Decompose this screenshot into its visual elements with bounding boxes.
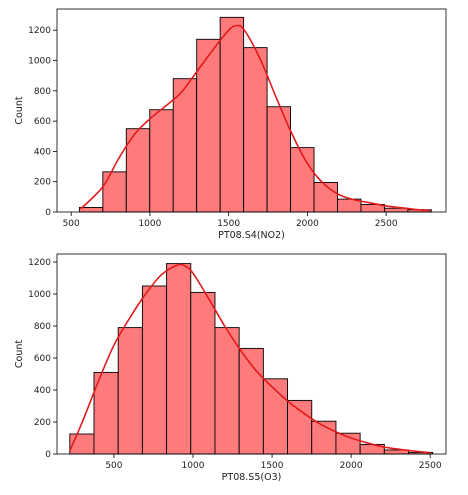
bar bbox=[141, 285, 168, 455]
y-tick-label: 200 bbox=[34, 418, 51, 428]
y-axis-label: Count bbox=[14, 96, 25, 124]
x-axis: 500 1000 1500 2000 2500 bbox=[63, 212, 398, 229]
bar bbox=[238, 347, 264, 455]
x-tick-label: 1000 bbox=[138, 219, 161, 229]
bar bbox=[243, 47, 268, 213]
x-tick-label: 1500 bbox=[261, 461, 284, 471]
x-axis-label: PT08.S5(O3) bbox=[222, 472, 282, 483]
bar bbox=[287, 399, 313, 455]
bar bbox=[102, 171, 127, 213]
bars bbox=[69, 263, 434, 455]
x-tick-label: 500 bbox=[105, 461, 122, 471]
x-tick-label: 2500 bbox=[419, 461, 442, 471]
y-tick-label: 0 bbox=[45, 450, 51, 460]
y-tick-label: 800 bbox=[34, 322, 51, 332]
y-tick-label: 200 bbox=[34, 178, 51, 188]
y-tick-label: 400 bbox=[34, 386, 51, 396]
bar bbox=[78, 207, 104, 213]
y-tick-label: 0 bbox=[45, 208, 51, 218]
bar bbox=[117, 327, 143, 455]
bar bbox=[149, 109, 174, 213]
bar bbox=[262, 378, 289, 455]
y-axis: 0 200 400 600 800 1000 1200 bbox=[28, 258, 57, 460]
bars bbox=[78, 16, 432, 213]
x-axis: 500 1000 1500 2000 2500 bbox=[105, 454, 442, 471]
bar bbox=[290, 147, 315, 213]
bar bbox=[214, 327, 240, 455]
bar bbox=[166, 263, 192, 455]
bar bbox=[190, 291, 216, 455]
bar bbox=[172, 78, 198, 213]
plot-frame bbox=[56, 8, 447, 213]
y-axis: 0 200 400 600 800 1000 1200 bbox=[28, 26, 57, 218]
y-tick-label: 600 bbox=[34, 117, 51, 127]
y-tick-label: 1000 bbox=[28, 57, 51, 67]
x-tick-label: 2000 bbox=[296, 219, 319, 229]
x-tick-label: 1000 bbox=[182, 461, 205, 471]
y-axis-label: Count bbox=[14, 340, 25, 368]
x-tick-label: 2500 bbox=[375, 219, 398, 229]
y-tick-label: 1000 bbox=[28, 290, 51, 300]
bar bbox=[219, 16, 245, 213]
histogram-no2: 500 1000 1500 2000 2500 0 200 400 600 800 1000 1200… bbox=[14, 8, 447, 241]
kde-line bbox=[80, 24, 431, 212]
x-tick-label: 1500 bbox=[217, 219, 240, 229]
x-tick-label: 500 bbox=[63, 219, 80, 229]
plot-frame bbox=[56, 253, 447, 455]
kde-line bbox=[69, 263, 431, 454]
y-tick-label: 1200 bbox=[28, 26, 51, 36]
x-axis-label: PT08.S4(NO2) bbox=[218, 230, 285, 241]
histogram-o3: 500 1000 1500 2000 2500 0 200 400 600 800 1000 1200… bbox=[14, 253, 447, 483]
y-tick-label: 600 bbox=[34, 354, 51, 364]
y-tick-label: 1200 bbox=[28, 258, 51, 268]
y-tick-label: 400 bbox=[34, 147, 51, 157]
x-tick-label: 2000 bbox=[340, 461, 363, 471]
y-tick-label: 800 bbox=[34, 87, 51, 97]
bar bbox=[196, 38, 221, 213]
bar bbox=[313, 182, 338, 213]
